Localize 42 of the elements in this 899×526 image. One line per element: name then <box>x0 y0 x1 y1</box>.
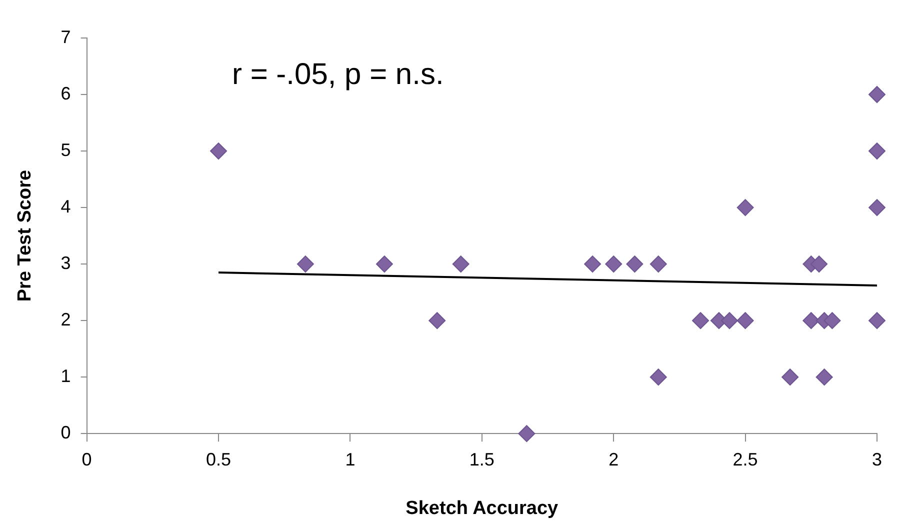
point <box>376 256 393 273</box>
y-tick-label: 1 <box>60 366 71 386</box>
point <box>782 368 799 386</box>
point <box>816 368 833 386</box>
x-axis-title: Sketch Accuracy <box>406 498 559 519</box>
point <box>692 312 710 330</box>
y-tick-label: 6 <box>60 83 71 104</box>
point <box>452 256 470 273</box>
point <box>868 86 886 104</box>
point <box>296 256 314 273</box>
y-tick-label: 4 <box>60 196 71 217</box>
y-axis-title: Pre Test Score <box>14 170 36 302</box>
point <box>605 256 622 273</box>
x-tick-label: 3 <box>872 449 882 470</box>
point <box>736 199 754 216</box>
point <box>626 256 644 273</box>
y-tick-label: 5 <box>60 140 71 160</box>
point <box>650 256 667 273</box>
annotation: r = -.05, p = n.s. <box>232 58 444 92</box>
point <box>810 256 828 273</box>
y-tick-label: 2 <box>60 310 71 330</box>
x-tick-label: 1 <box>345 449 356 470</box>
x-tick-label: 0.5 <box>206 449 232 470</box>
point <box>518 425 536 442</box>
y-tick-label: 0 <box>60 422 71 443</box>
point <box>428 312 446 330</box>
x-tick-label: 0 <box>82 449 92 470</box>
point <box>802 312 820 330</box>
point <box>210 142 228 160</box>
point <box>824 312 841 330</box>
x-tick-label: 2 <box>608 449 619 470</box>
x-tick-label: 1.5 <box>469 449 494 470</box>
point <box>650 368 667 386</box>
x-tick-label: 2.5 <box>732 449 758 470</box>
point <box>868 142 886 160</box>
point <box>868 312 886 330</box>
point <box>868 199 886 216</box>
y-tick-label: 3 <box>60 253 71 274</box>
point <box>584 256 602 273</box>
y-tick-label: 7 <box>60 26 71 47</box>
point <box>736 312 754 330</box>
point <box>721 312 738 330</box>
